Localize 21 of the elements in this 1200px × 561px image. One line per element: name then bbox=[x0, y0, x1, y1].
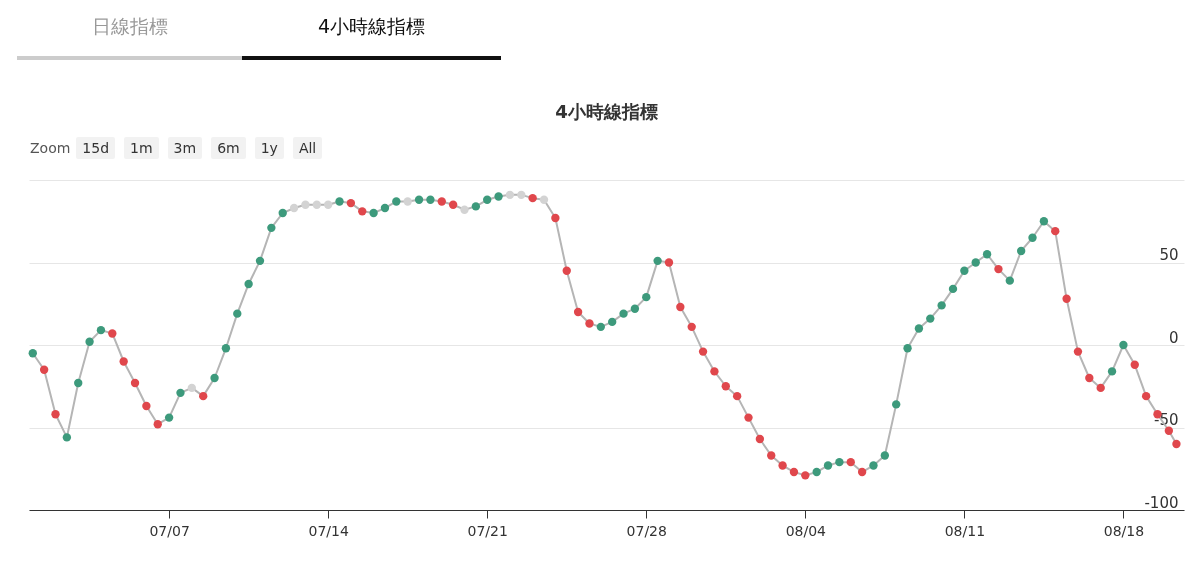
text: 6m bbox=[211, 137, 246, 159]
x-tick-label: 07/07 bbox=[149, 522, 190, 539]
x-tick-label: 07/21 bbox=[467, 522, 508, 539]
text: 4小時線指標 bbox=[242, 0, 501, 60]
x-tick-label: 07/14 bbox=[308, 522, 349, 539]
text: 日線指標 bbox=[17, 0, 242, 60]
x-tick-label: 08/18 bbox=[1103, 522, 1145, 539]
text: All bbox=[292, 137, 323, 159]
y-tick-label: -50 bbox=[1154, 411, 1179, 429]
text: 15d bbox=[76, 137, 116, 159]
text: 3m bbox=[167, 137, 203, 159]
x-tick-label: 07/28 bbox=[626, 522, 667, 539]
y-tick-label: -100 bbox=[1144, 493, 1179, 512]
chart-title: 4小時線指標 bbox=[555, 101, 658, 122]
x-tick-label: 08/04 bbox=[785, 522, 827, 539]
text: 1y bbox=[254, 137, 284, 159]
y-tick-label: 50 bbox=[1159, 246, 1179, 264]
text: Zoom bbox=[30, 140, 71, 156]
x-tick-label: 08/11 bbox=[944, 522, 986, 539]
y-tick-label: 0 bbox=[1168, 328, 1179, 347]
text: 1m bbox=[124, 137, 159, 159]
